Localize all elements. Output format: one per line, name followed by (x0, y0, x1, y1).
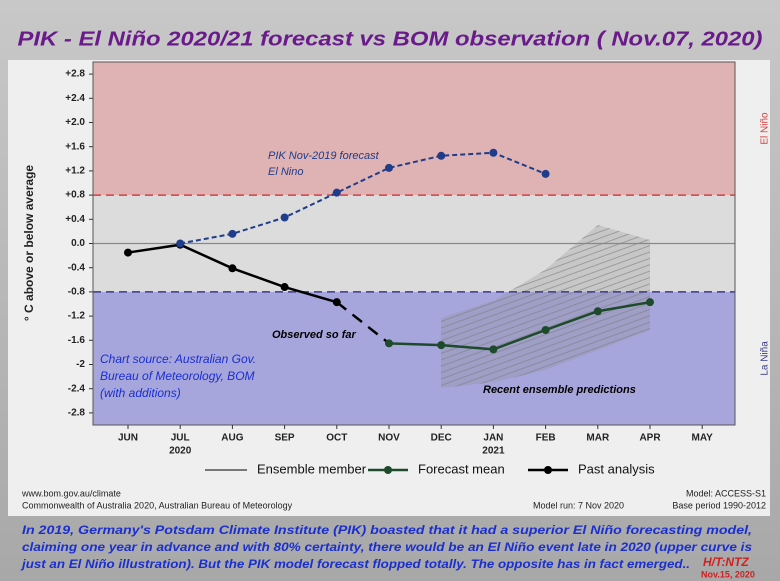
x-tick-label: DEC (431, 433, 452, 444)
y-tick-label: +2.0 (65, 117, 85, 128)
series-line (180, 151, 546, 245)
y-tick-label: 0.0 (71, 238, 85, 249)
series-point (489, 148, 498, 157)
series-point (593, 307, 602, 316)
series-point (228, 229, 237, 238)
series-point (228, 264, 237, 273)
x-tick-label: JUN (118, 433, 138, 444)
year-label: 2021 (482, 446, 505, 457)
annotation: Recent ensemble predictions (483, 384, 636, 396)
threshold-label: El Niño (760, 112, 771, 145)
y-tick-label: -2.4 (68, 383, 86, 394)
series-point (280, 213, 289, 222)
footer: Base period 1990-2012 (672, 500, 766, 510)
footer: Model run: 7 Nov 2020 (533, 500, 624, 510)
series-point (489, 345, 498, 354)
legend-label: Ensemble member (257, 461, 367, 476)
series-point (332, 298, 341, 307)
y-tick-label: +1.6 (65, 141, 85, 152)
y-tick-label: -2.8 (68, 408, 86, 419)
annotation: PIK Nov-2019 forecast (268, 150, 380, 162)
x-tick-label: AUG (221, 433, 243, 444)
y-tick-label: +0.4 (65, 214, 85, 225)
y-axis-label: ° C above or below average (22, 165, 36, 322)
x-tick-label: FEB (536, 433, 556, 444)
legend-label: Past analysis (578, 461, 655, 476)
footer: www.bom.gov.au/climate (21, 488, 121, 498)
series-point (124, 248, 132, 257)
caption: just an El Niño illustration). But the P… (20, 557, 690, 571)
legend-label: Forecast mean (418, 461, 505, 476)
y-tick-label: +2.4 (65, 93, 85, 104)
series-point (280, 283, 289, 292)
y-tick-label: -1.6 (68, 335, 86, 346)
source-note: Bureau of Meteorology, BOM (100, 369, 255, 383)
y-tick-label: +0.8 (65, 190, 85, 201)
series-point (385, 163, 393, 172)
x-tick-label: NOV (378, 433, 400, 444)
el-nino-band (93, 62, 735, 196)
series-point (437, 151, 446, 160)
series-point (541, 326, 550, 335)
legend-swatch (384, 466, 392, 474)
year-label: 2020 (169, 446, 192, 457)
credit-date: Nov.15, 2020 (701, 569, 755, 579)
x-tick-label: MAR (586, 433, 610, 444)
chart-title: PIK - El Niño 2020/21 forecast vs BOM ob… (18, 28, 763, 50)
x-tick-label: JUL (171, 433, 190, 444)
y-tick-label: +1.2 (65, 166, 85, 177)
series-point (176, 239, 185, 248)
y-tick-label: +2.8 (65, 69, 85, 80)
footer: Commonwealth of Australia 2020, Australi… (22, 500, 293, 510)
credit: H/T:NTZ (703, 555, 749, 569)
x-tick-label: OCT (326, 433, 347, 444)
plot-frame (92, 61, 736, 426)
source-note: Chart source: Australian Gov. (100, 352, 256, 366)
annotation: El Nino (268, 166, 303, 178)
y-tick-label: -2 (76, 359, 85, 370)
caption: In 2019, Germany's Potsdam Climate Insti… (22, 523, 752, 537)
y-tick-label: -1.2 (68, 311, 86, 322)
annotation: Observed so far (272, 329, 356, 341)
footer: Model: ACCESS-S1 (686, 488, 766, 498)
connector (336, 301, 390, 345)
series-point (385, 339, 393, 348)
x-tick-label: JAN (483, 433, 503, 444)
threshold-label: La Niña (760, 341, 771, 376)
x-tick-label: MAY (692, 433, 714, 444)
series-point (646, 298, 654, 307)
series-point (437, 341, 446, 350)
series-point (541, 169, 550, 178)
source-note: (with additions) (100, 386, 181, 400)
x-tick-label: APR (639, 433, 661, 444)
legend-swatch (544, 466, 552, 474)
x-tick-label: SEP (275, 433, 295, 444)
caption: claiming one year in advance and with 80… (22, 540, 752, 554)
y-tick-label: -0.4 (68, 262, 86, 273)
series-point (332, 188, 341, 197)
y-tick-label: -0.8 (68, 287, 86, 298)
series-line (388, 300, 651, 351)
